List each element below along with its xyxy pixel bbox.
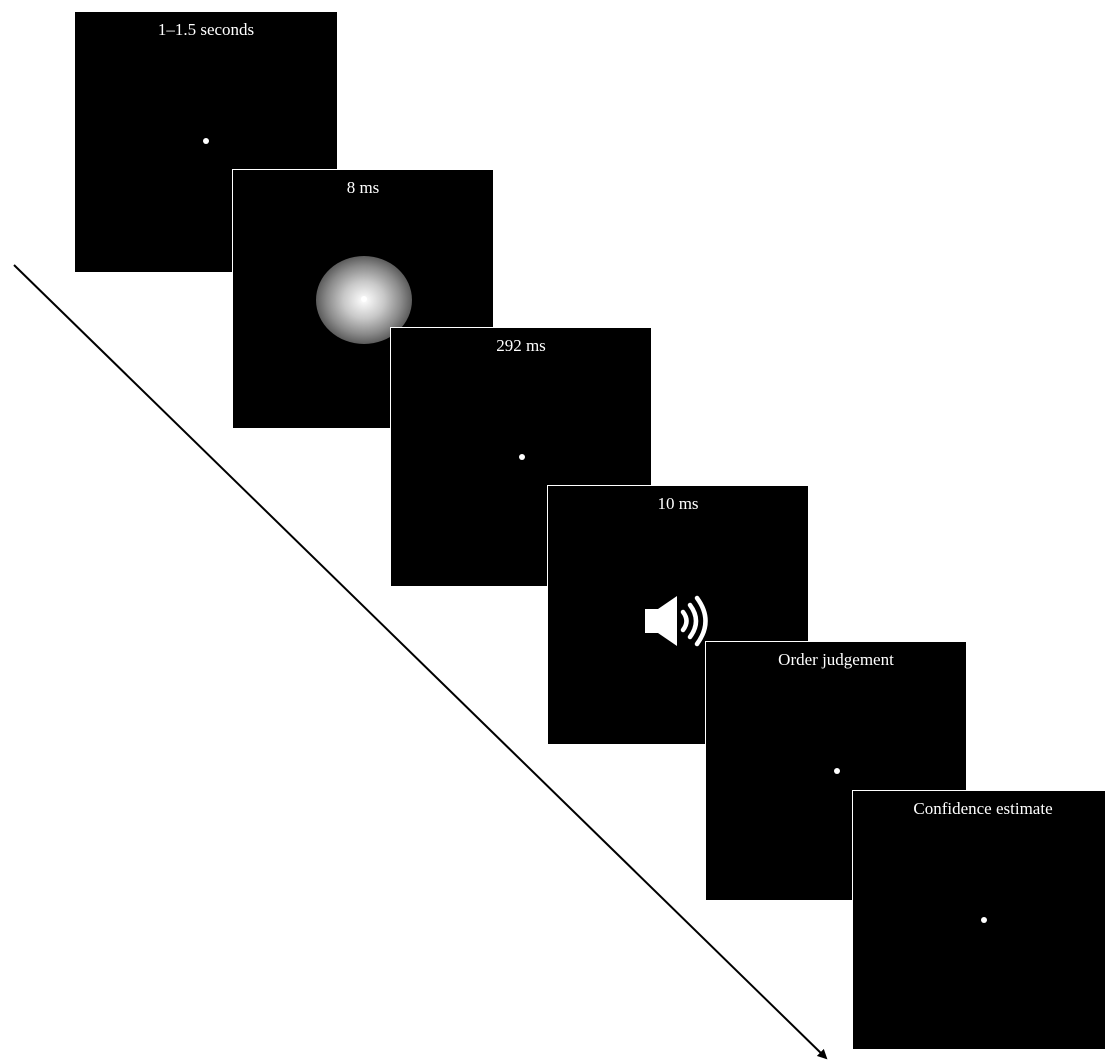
fixation-dot	[834, 768, 840, 774]
screen-label: Confidence estimate	[913, 799, 1053, 818]
screen-label: 1–1.5 seconds	[157, 20, 255, 39]
screen-label: 10 ms	[657, 494, 699, 513]
fixation-dot	[203, 138, 209, 144]
screen-label: Order judgement	[778, 650, 894, 669]
fixation-dot	[981, 917, 987, 923]
screen-confidence-estimate: Confidence estimate	[852, 790, 1105, 1050]
speaker-icon	[645, 595, 708, 647]
screen-label: 292 ms	[496, 336, 546, 355]
fixation-dot	[519, 454, 525, 460]
screen-label: 8 ms	[346, 178, 380, 197]
fixation-dot	[361, 296, 367, 302]
